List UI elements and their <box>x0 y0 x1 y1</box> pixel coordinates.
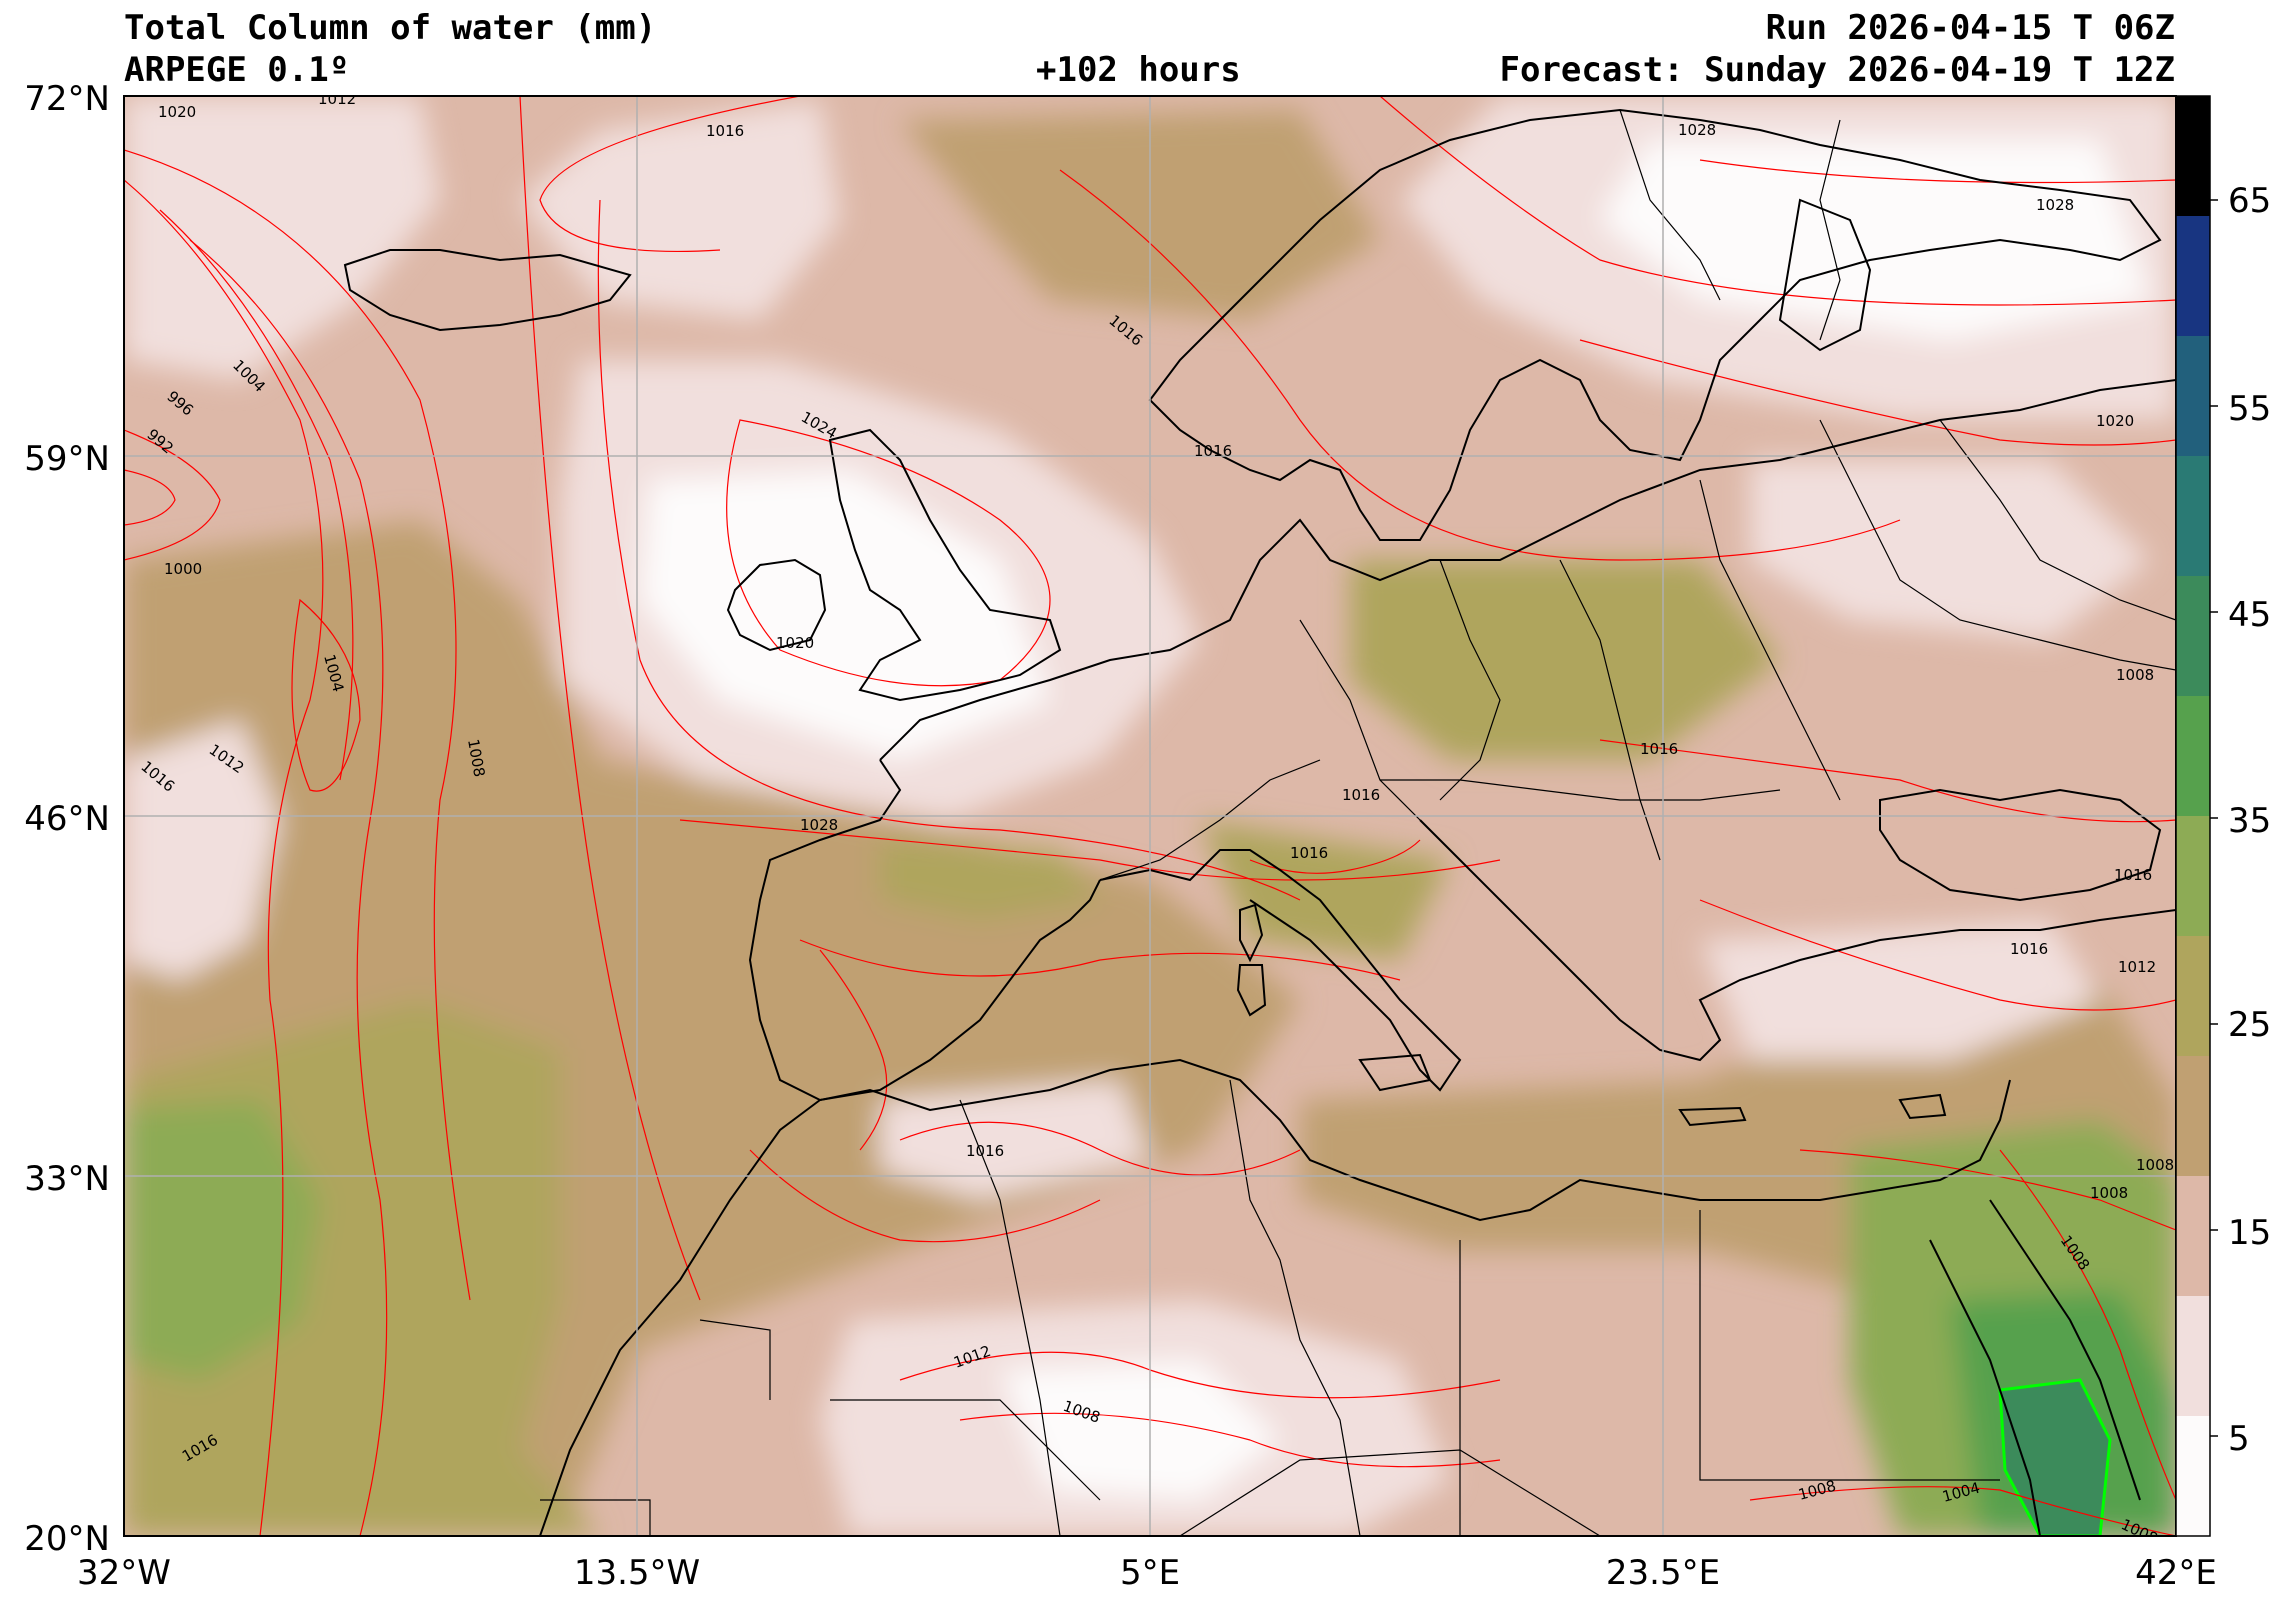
isobar-label: 1016 <box>1290 844 1328 862</box>
colorbar-segment <box>2176 936 2210 1056</box>
colorbar-segment <box>2176 816 2210 936</box>
colorbar-segment <box>2176 1176 2210 1296</box>
isobar-label: 1012 <box>2118 958 2156 976</box>
isobar-label: 1008 <box>2136 1156 2174 1174</box>
balkans-turkey-outline <box>1419 819 2176 1062</box>
sardinia-outline <box>1236 964 1267 1017</box>
europe-north-coast <box>879 379 2176 761</box>
run-time: Run 2026-04-15 T 06Z <box>1765 8 2175 48</box>
borders <box>540 109 2176 1536</box>
colorbar-label: 5 <box>2228 1419 2250 1459</box>
colorbar-label: 55 <box>2228 389 2271 429</box>
cyprus-outline <box>1898 1093 1947 1120</box>
scandinavia-outline <box>1148 108 2162 541</box>
colorbar-segment <box>2176 1056 2210 1176</box>
colorbar-label: 45 <box>2228 595 2271 635</box>
isobar-label: 1016 <box>2010 940 2048 958</box>
isobar-label: 1012 <box>318 90 356 108</box>
red-sea-moist-area <box>2000 1380 2110 1536</box>
isobar-label: 1000 <box>164 560 202 578</box>
highlight-contour <box>1998 1378 2112 1536</box>
isobar-label: 1016 <box>1194 442 1232 460</box>
isobar-label: 1016 <box>1640 740 1678 758</box>
italy-outline <box>1099 849 1462 1092</box>
lat-tick-label: 59°N <box>24 439 110 479</box>
isobar-label: 1028 <box>800 816 838 834</box>
isobar-label: 1020 <box>776 634 814 652</box>
colorbar-segment <box>2176 696 2210 816</box>
map-area: 1020 1012 1016 1028 1028 1004 996 992 10… <box>124 90 2176 1536</box>
isobar-label: 1028 <box>2036 196 2074 214</box>
colorbar-label: 25 <box>2228 1005 2271 1045</box>
colorbar-labels: 65 55 45 35 25 15 5 <box>2228 181 2271 1459</box>
lon-tick-label: 13.5°W <box>574 1553 700 1593</box>
lon-tick-label: 5°E <box>1120 1553 1180 1593</box>
north-africa-coast <box>539 1058 2011 1536</box>
graticule <box>124 96 2176 1536</box>
iceland-outline <box>343 249 632 332</box>
lat-tick-label: 33°N <box>24 1159 110 1199</box>
ireland-outline <box>726 558 827 652</box>
lon-tick-label: 42°E <box>2135 1553 2217 1593</box>
isobar-label: 1020 <box>158 103 196 121</box>
finland-lakes <box>1778 198 1872 352</box>
water-field-shading <box>124 96 2176 1536</box>
isobar-label: 1016 <box>966 1142 1004 1160</box>
lat-tick-label: 46°N <box>24 799 110 839</box>
corsica-outline <box>1239 903 1264 963</box>
iberia-outline <box>748 759 1101 1102</box>
forecast-time: Forecast: Sunday 2026-04-19 T 12Z <box>1499 50 2175 90</box>
coastlines <box>343 108 2176 1536</box>
isobar-lines <box>124 96 2176 1536</box>
lat-tick-label: 20°N <box>24 1519 110 1559</box>
isobar-label: 1008 <box>2116 666 2154 684</box>
colorbar-label: 15 <box>2228 1213 2271 1253</box>
isobar-label: 1016 <box>2114 866 2152 884</box>
colorbar-segment <box>2176 1416 2210 1536</box>
colorbar-label: 65 <box>2228 181 2271 221</box>
colorbar-segment <box>2176 336 2210 456</box>
isobar-label: 1028 <box>1678 121 1716 139</box>
colorbar <box>2175 95 2218 1537</box>
lon-tick-label: 23.5°E <box>1606 1553 1720 1593</box>
colorbar-segment <box>2176 456 2210 576</box>
lon-tick-label: 32°W <box>77 1553 171 1593</box>
colorbar-segment <box>2176 576 2210 696</box>
isobar-label: 1016 <box>706 122 744 140</box>
sicily-outline <box>1358 1053 1432 1092</box>
great-britain-outline <box>828 428 1062 702</box>
lat-tick-label: 72°N <box>24 79 110 119</box>
colorbar-segment <box>2176 1296 2210 1416</box>
colorbar-label: 35 <box>2228 801 2271 841</box>
colorbar-segment <box>2176 96 2210 216</box>
isobar-label: 1020 <box>2096 412 2134 430</box>
colorbar-frame <box>2175 95 2211 1537</box>
longitude-labels: 32°W 13.5°W 5°E 23.5°E 42°E <box>77 1553 2217 1593</box>
lead-time: +102 hours <box>1036 50 1241 90</box>
map-title: Total Column of water (mm) <box>124 8 657 48</box>
black-sea-outline <box>1879 788 2162 902</box>
isobar-label: 1008 <box>2090 1184 2128 1202</box>
latitude-labels: 72°N 59°N 46°N 33°N 20°N <box>24 79 110 1559</box>
crete-outline <box>1678 1106 1747 1127</box>
red-sea-east-coast <box>1989 1199 2141 1501</box>
model-name: ARPEGE 0.1º <box>124 50 350 90</box>
red-sea-west-coast <box>1929 1239 2041 1536</box>
colorbar-segment <box>2176 216 2210 336</box>
isobar-label: 1016 <box>1342 786 1380 804</box>
